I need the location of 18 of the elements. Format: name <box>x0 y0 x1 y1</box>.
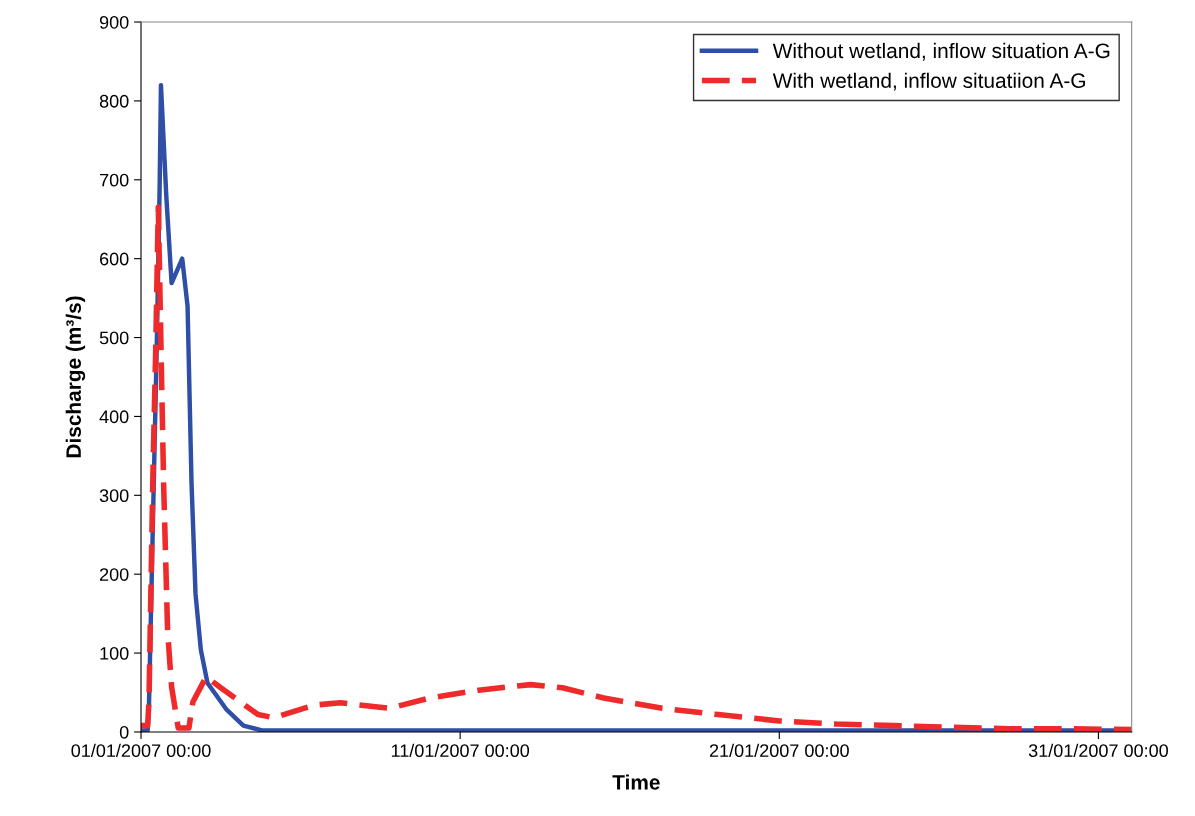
y-tick-label: 0 <box>119 725 129 739</box>
x-tick-label: 11/01/2007 00:00 <box>391 743 530 758</box>
x-axis-title: Time <box>612 774 660 790</box>
y-tick-label: 700 <box>100 173 129 187</box>
x-tick-label: 01/01/2007 00:00 <box>71 743 211 758</box>
y-tick-label: 800 <box>99 94 129 108</box>
y-tick-label: 100 <box>100 647 129 660</box>
y-axis-title: Discharge (m³/s) <box>65 296 86 458</box>
x-tick-label: 21/01/2007 00:00 <box>709 743 849 758</box>
y-tick-label: 600 <box>100 252 129 266</box>
y-tick-label: 200 <box>99 568 129 581</box>
legend-label: With wetland, inflow situatiion A-G <box>772 72 1085 91</box>
y-tick-label: 500 <box>99 331 129 345</box>
y-tick-label: 900 <box>99 15 129 29</box>
y-tick-label: 300 <box>99 489 129 503</box>
x-tick-label: 31/01/2007 00:00 <box>1028 743 1168 758</box>
legend-label: Without wetland, inflow situation A-G <box>772 42 1110 61</box>
y-tick-label: 400 <box>99 410 129 424</box>
